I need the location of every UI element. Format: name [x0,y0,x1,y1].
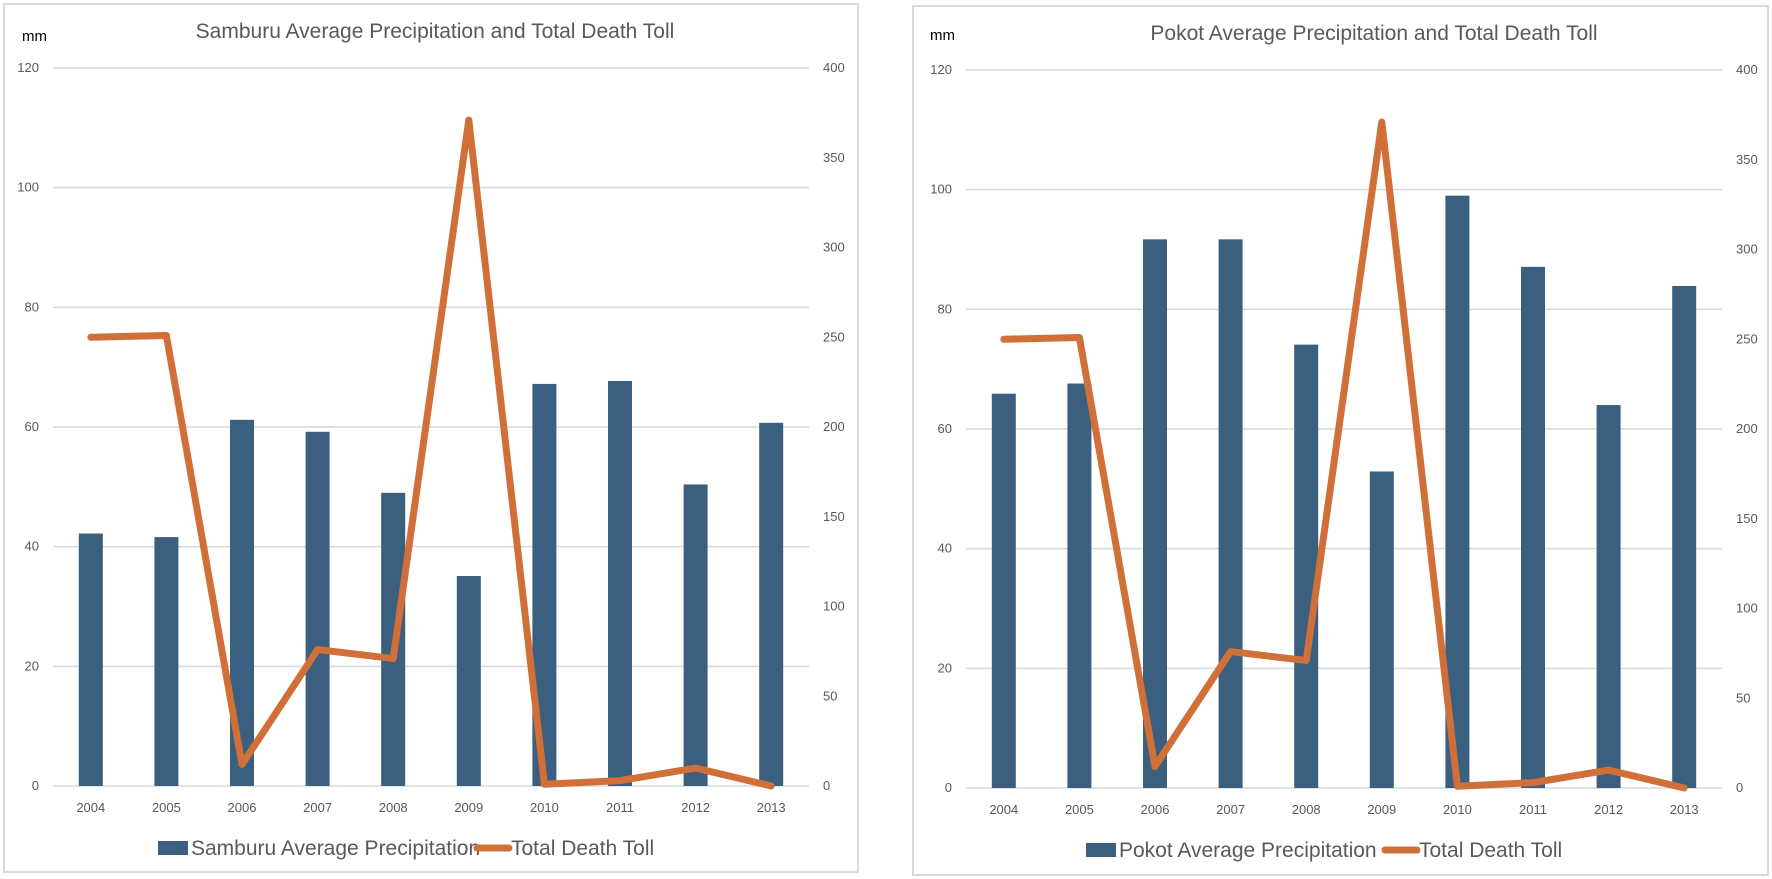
y-axis-tick-label: 120 [930,62,952,77]
y2-axis-tick-label: 250 [823,329,845,344]
precipitation-bar [1672,285,1697,788]
x-axis-tick-label: 2013 [1670,802,1699,817]
y2-axis-tick-label: 50 [823,688,837,703]
y2-axis-tick-label: 400 [823,60,845,75]
precipitation-bar [1369,471,1394,788]
precipitation-bar [456,575,481,786]
x-axis-tick-label: 2010 [1443,802,1472,817]
pokot-chart-svg: Pokot Average Precipitation and Total De… [930,22,1758,862]
x-axis-tick-label: 2004 [989,802,1018,817]
chart-title: Pokot Average Precipitation and Total De… [1150,22,1597,45]
precipitation-bar [991,393,1016,788]
legend-bar-swatch [158,841,188,855]
x-axis-tick-label: 2009 [1367,802,1396,817]
y2-axis-tick-label: 0 [1736,780,1743,795]
precipitation-bar [1521,266,1545,788]
precipitation-bar [1294,344,1319,788]
chart-title: Samburu Average Precipitation and Total … [196,20,675,43]
x-axis-tick-label: 2013 [757,800,786,815]
x-axis-tick-label: 2009 [454,800,483,815]
samburu-chart-svg: Samburu Average Precipitation and Total … [17,20,845,860]
legend-bar-label: Pokot Average Precipitation [1119,839,1377,862]
x-axis-tick-label: 2011 [606,800,634,815]
x-axis-tick-label: 2006 [1141,802,1170,817]
y-axis-tick-label: 60 [938,421,952,436]
y2-axis-tick-label: 150 [1736,511,1758,526]
legend-line-label: Total Death Toll [511,837,654,860]
y-axis-tick-label: 60 [25,419,39,434]
y-axis-tick-label: 0 [32,778,39,793]
y-axis-tick-label: 40 [25,539,39,554]
legend-bar-label: Samburu Average Precipitation [191,837,480,860]
legend-line-label: Total Death Toll [1419,839,1562,862]
precipitation-bar [78,533,103,786]
y-axis-tick-label: 100 [930,182,952,197]
legend-bar-swatch [1086,843,1116,857]
x-axis-tick-label: 2012 [681,800,710,815]
precipitation-bar [1218,239,1243,788]
y2-axis-tick-label: 350 [1736,152,1758,167]
y2-axis-tick-label: 400 [1736,62,1758,77]
y-axis-unit-label: mm [930,27,955,44]
y-axis-tick-label: 100 [17,180,39,195]
x-axis-tick-label: 2007 [1216,802,1245,817]
precipitation-bar [759,422,784,786]
x-axis-tick-label: 2012 [1594,802,1623,817]
y2-axis-tick-label: 50 [1736,690,1750,705]
x-axis-tick-label: 2006 [228,800,257,815]
y2-axis-tick-label: 100 [823,599,845,614]
precipitation-bar [305,431,330,786]
precipitation-bar [608,380,632,786]
y-axis-tick-label: 40 [938,541,952,556]
precipitation-bar [1596,405,1621,788]
precipitation-bar [1067,383,1092,788]
precipitation-bar [1143,239,1167,788]
pokot-chart: Pokot Average Precipitation and Total De… [912,5,1769,876]
y-axis-tick-label: 80 [938,301,952,316]
y2-axis-tick-label: 200 [823,419,845,434]
x-axis-tick-label: 2005 [1065,802,1094,817]
y-axis-tick-label: 0 [945,780,952,795]
x-axis-tick-label: 2008 [1292,802,1321,817]
death-toll-line [1000,118,1688,792]
y2-axis-tick-label: 100 [1736,601,1758,616]
precipitation-bar [154,537,179,786]
y-axis-tick-label: 20 [938,660,952,675]
y-axis-tick-label: 80 [25,299,39,314]
x-axis-tick-label: 2007 [303,800,332,815]
x-axis-tick-label: 2008 [379,800,408,815]
death-toll-line [87,116,775,790]
y2-axis-tick-label: 300 [823,240,845,255]
x-axis-tick-label: 2010 [530,800,559,815]
samburu-chart: Samburu Average Precipitation and Total … [3,3,859,873]
x-axis-tick-label: 2011 [1519,802,1547,817]
y-axis-tick-label: 120 [17,60,39,75]
x-axis-tick-label: 2005 [152,800,181,815]
y2-axis-tick-label: 250 [1736,331,1758,346]
y-axis-unit-label: mm [22,28,47,45]
y-axis-tick-label: 20 [25,658,39,673]
y2-axis-tick-label: 0 [823,778,830,793]
y2-axis-tick-label: 200 [1736,421,1758,436]
y2-axis-tick-label: 150 [823,509,845,524]
precipitation-bar [683,484,708,786]
x-axis-tick-label: 2004 [76,800,105,815]
y2-axis-tick-label: 350 [823,150,845,165]
y2-axis-tick-label: 300 [1736,242,1758,257]
